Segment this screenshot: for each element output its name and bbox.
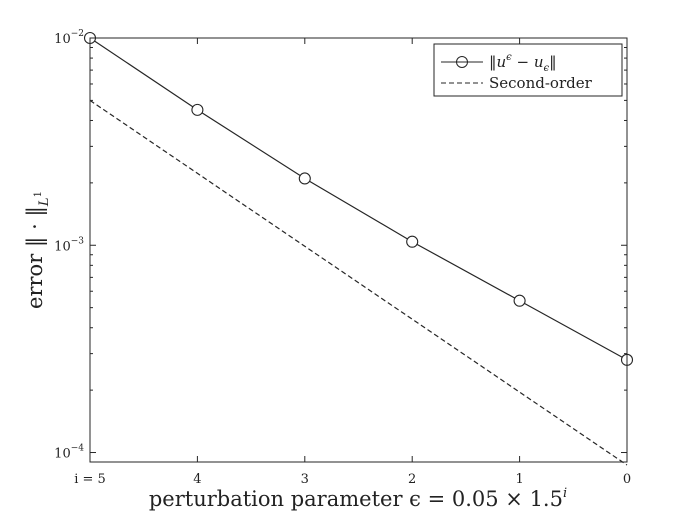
x-tick-label: 2 [408, 472, 416, 487]
data-point-1-3 [298, 172, 311, 185]
x-tick-label: 3 [301, 472, 309, 487]
y-tick-label: 10−2 [54, 29, 84, 47]
y-tick-label: 10−4 [54, 444, 84, 462]
data-point-1-2 [191, 103, 204, 116]
data-point-1-4 [406, 235, 419, 248]
x-tick-label: i = 5 [74, 472, 106, 487]
legend-box [433, 43, 623, 97]
series-line-2 [89, 99, 628, 466]
legend-marker-series-1 [456, 56, 468, 68]
data-point-1-5 [513, 294, 526, 307]
x-tick-label: 4 [193, 472, 201, 487]
legend: ‖uϵ − uϵ‖ Second-order [433, 43, 623, 97]
series-line-1 [89, 37, 628, 361]
axes-frame [89, 37, 628, 463]
legend-label-series-2: Second-order [489, 74, 593, 92]
plot-area [83, 31, 634, 466]
x-tick-label: 1 [515, 472, 523, 487]
x-tick-label: 0 [623, 472, 631, 487]
y-axis-title: error ‖ · ‖L1 [23, 191, 52, 309]
y-tick-label: 10−3 [54, 236, 84, 254]
legend-label-series-1: ‖uϵ − uϵ‖ [489, 52, 557, 74]
x-axis-title: perturbation parameter ϵ = 0.05 × 1.5i [149, 486, 567, 511]
y-axis: 10−4 10−3 10−2 [54, 29, 627, 463]
x-axis: i = 5 4 3 2 1 0 [74, 38, 631, 487]
